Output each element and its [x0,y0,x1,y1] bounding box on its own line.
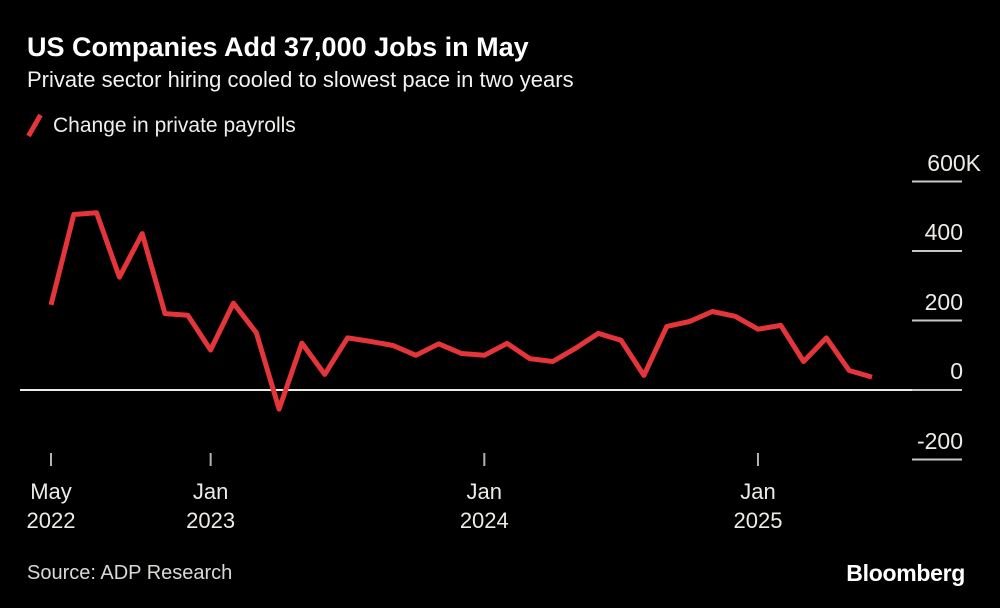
x-axis-label-month: Jan [192,479,229,504]
x-axis-label-year: 2025 [733,508,783,533]
payrolls-series-line [48,210,873,412]
legend-label: Change in private payrolls [53,113,296,137]
chart-subtitle: Private sector hiring cooled to slowest … [27,67,574,92]
legend-line-mark-icon [26,113,43,138]
bloomberg-logo: Bloomberg [846,560,965,586]
x-axis-label-year: 2023 [186,508,236,533]
y-axis-label: 0 [950,358,963,384]
x-axis-label-month: May [30,479,72,504]
x-axis-label: Jan 2024 [424,477,544,535]
x-axis-label: Jan 2023 [151,477,271,535]
x-axis-label-month: Jan [466,479,503,504]
x-axis-label-year: 2022 [26,508,76,533]
y-axis-label: 400 [924,219,963,245]
legend: Change in private payrolls [25,112,296,139]
y-axis-label: 600K [927,149,981,176]
x-axis-label: Jan 2025 [698,477,818,535]
y-axis-label: -200 [916,427,963,454]
chart-title: US Companies Add 37,000 Jobs in May [27,32,529,62]
y-axis-label: 200 [924,288,963,315]
x-axis-label-month: Jan [740,479,776,504]
x-axis-label: May 2022 [0,477,111,535]
source-note: Source: ADP Research [27,562,233,584]
x-axis-label-year: 2024 [459,508,509,533]
